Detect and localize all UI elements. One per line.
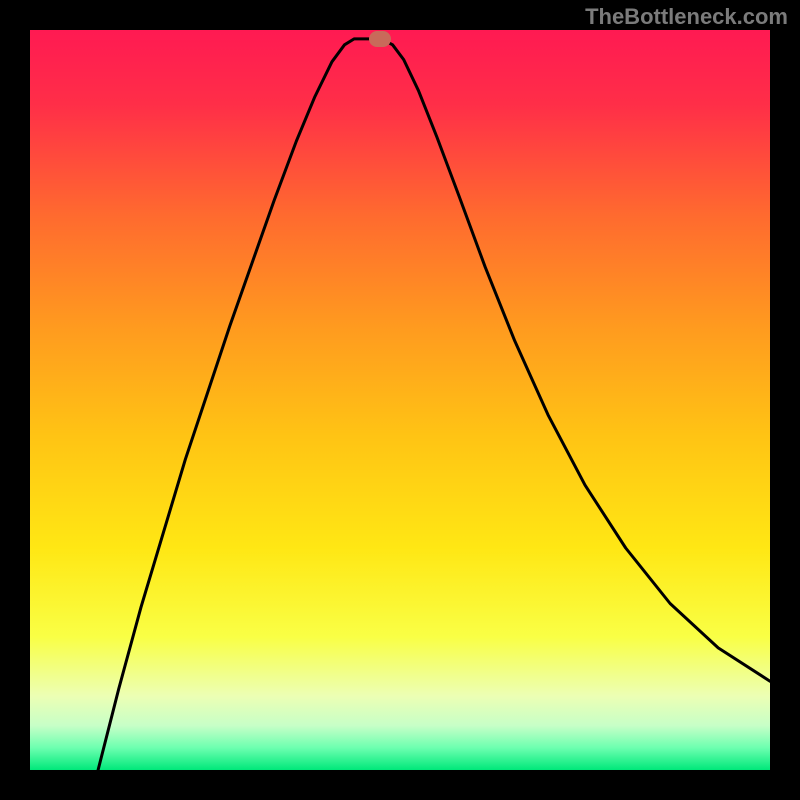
optimal-point-marker [369,31,391,47]
chart-container: TheBottleneck.com [0,0,800,800]
bottleneck-curve [30,30,770,770]
watermark-text: TheBottleneck.com [585,4,788,30]
plot-area [30,30,770,770]
